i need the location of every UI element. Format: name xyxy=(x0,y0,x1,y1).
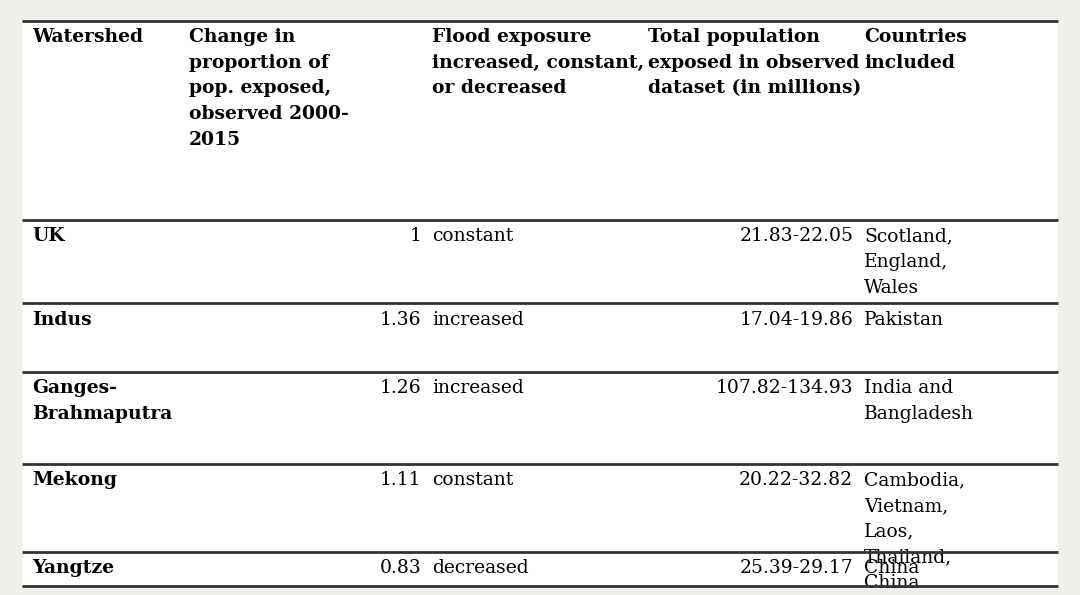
FancyBboxPatch shape xyxy=(22,21,1058,586)
Text: Countries
included: Countries included xyxy=(864,28,967,71)
Text: Change in
proportion of
pop. exposed,
observed 2000-
2015: Change in proportion of pop. exposed, ob… xyxy=(189,28,349,149)
Text: India and
Bangladesh: India and Bangladesh xyxy=(864,379,974,422)
Text: Watershed: Watershed xyxy=(32,28,144,46)
Text: Mekong: Mekong xyxy=(32,471,118,489)
Text: Indus: Indus xyxy=(32,311,92,328)
Text: UK: UK xyxy=(32,227,65,245)
Text: Total population
exposed in observed
dataset (in millions): Total population exposed in observed dat… xyxy=(648,28,861,98)
Text: constant: constant xyxy=(432,471,513,489)
Text: Flood exposure
increased, constant,
or decreased: Flood exposure increased, constant, or d… xyxy=(432,28,645,98)
Text: Ganges-
Brahmaputra: Ganges- Brahmaputra xyxy=(32,379,173,422)
Text: increased: increased xyxy=(432,311,524,328)
Text: Pakistan: Pakistan xyxy=(864,311,944,328)
Text: 21.83-22.05: 21.83-22.05 xyxy=(739,227,853,245)
Text: 1: 1 xyxy=(409,227,421,245)
Text: Yangtze: Yangtze xyxy=(32,559,114,577)
Text: 17.04-19.86: 17.04-19.86 xyxy=(740,311,853,328)
Text: Scotland,
England,
Wales: Scotland, England, Wales xyxy=(864,227,953,297)
Text: 1.26: 1.26 xyxy=(379,379,421,397)
Text: 107.82-134.93: 107.82-134.93 xyxy=(716,379,853,397)
Text: 25.39-29.17: 25.39-29.17 xyxy=(740,559,853,577)
Text: constant: constant xyxy=(432,227,513,245)
Text: increased: increased xyxy=(432,379,524,397)
Text: Cambodia,
Vietnam,
Laos,
Thailand,
China: Cambodia, Vietnam, Laos, Thailand, China xyxy=(864,471,966,592)
Text: 20.22-32.82: 20.22-32.82 xyxy=(739,471,853,489)
Text: 1.11: 1.11 xyxy=(380,471,421,489)
Text: 1.36: 1.36 xyxy=(380,311,421,328)
Text: 0.83: 0.83 xyxy=(379,559,421,577)
Text: decreased: decreased xyxy=(432,559,528,577)
Text: China: China xyxy=(864,559,919,577)
